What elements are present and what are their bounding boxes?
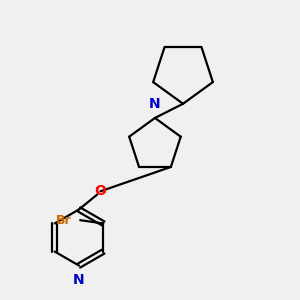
- Text: Br: Br: [56, 214, 72, 227]
- Text: N: N: [73, 273, 85, 287]
- Text: O: O: [94, 184, 106, 198]
- Text: N: N: [149, 98, 161, 111]
